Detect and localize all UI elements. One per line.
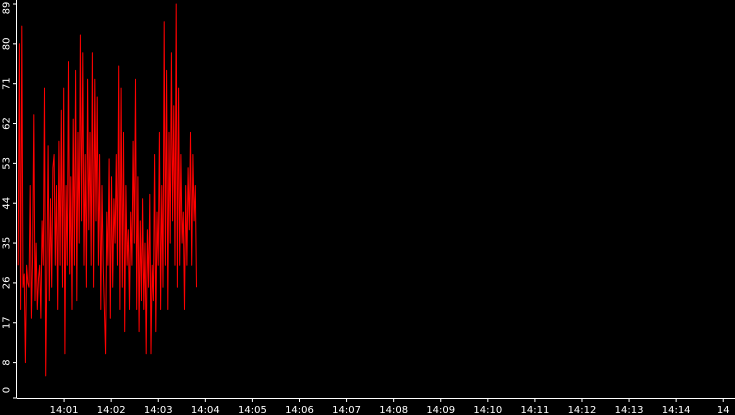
- x-tick-label: 14:05: [238, 405, 267, 415]
- y-axis-ticks: 0 8 17 26 35 44 53 62 71 80 89: [2, 2, 17, 399]
- x-tick-label: 14: [717, 405, 730, 415]
- x-tick-label: 14:01: [50, 405, 79, 415]
- x-tick-label: 14:02: [97, 405, 126, 415]
- x-tick-label: 14:14: [662, 405, 691, 415]
- x-tick-label: 14:09: [426, 405, 455, 415]
- x-tick-label: 14:06: [285, 405, 314, 415]
- x-tick-label: 14:10: [473, 405, 502, 415]
- x-tick-label: 14:11: [520, 405, 549, 415]
- y-tick-label: 26: [2, 277, 13, 290]
- y-tick-label: 62: [2, 117, 13, 130]
- y-tick-label: 35: [2, 237, 13, 250]
- y-tick-label: 71: [2, 77, 13, 90]
- y-tick-label: 17: [2, 316, 13, 329]
- y-tick-label: 80: [2, 37, 13, 50]
- x-tick-label: 14:08: [379, 405, 408, 415]
- y-tick-label: 0: [2, 387, 13, 393]
- x-tick-label: 14:07: [332, 405, 361, 415]
- series-line: [17, 3, 197, 377]
- y-tick-label: 8: [2, 359, 13, 365]
- y-tick-label: 53: [2, 157, 13, 170]
- y-tick-label: 44: [2, 197, 13, 210]
- x-tick-label: 14:03: [144, 405, 173, 415]
- x-tick-label: 14:04: [191, 405, 220, 415]
- x-tick-label: 14:13: [615, 405, 644, 415]
- x-tick-label: 14:12: [568, 405, 597, 415]
- y-tick-label: 89: [2, 2, 13, 15]
